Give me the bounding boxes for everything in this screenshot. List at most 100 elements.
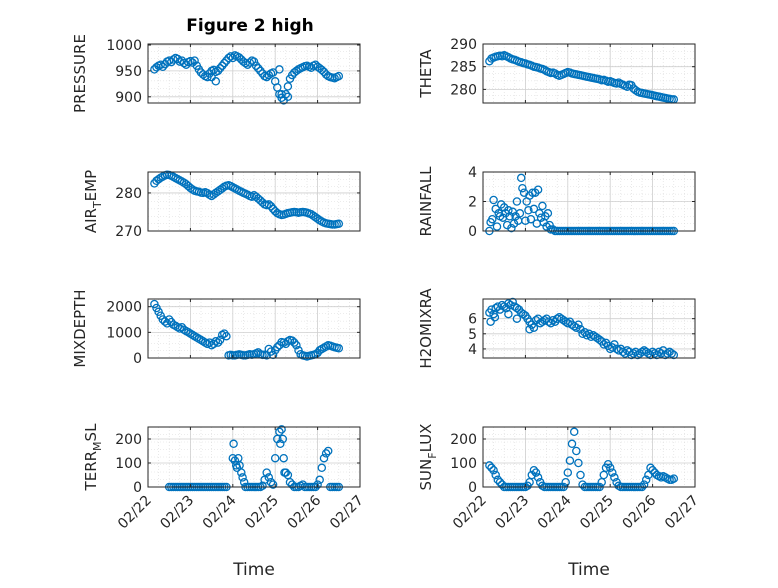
- data-point: [203, 189, 212, 198]
- y-tick-label: 0: [133, 351, 142, 367]
- subplot-5: 0 1000 2000 MIXDEPTH: [71, 289, 361, 368]
- data-point: [154, 174, 163, 184]
- axes-box: [147, 171, 361, 232]
- y-tick-label: 285: [450, 60, 477, 76]
- data-point: [287, 336, 297, 345]
- data-point: [487, 463, 496, 473]
- data-point: [217, 61, 227, 70]
- y-tick-label: 280: [115, 186, 142, 202]
- data-point: [490, 312, 500, 322]
- x-axis-label: Time: [232, 560, 275, 580]
- data-point: [493, 475, 503, 485]
- data-point: [519, 309, 528, 319]
- data-point: [567, 439, 577, 449]
- data-point: [217, 330, 227, 340]
- data-point: [610, 473, 619, 482]
- data-point: [563, 468, 573, 477]
- data-point: [323, 446, 333, 456]
- data-point: [610, 340, 619, 349]
- data-point: [574, 320, 583, 329]
- data-point: [485, 461, 494, 470]
- data-point: [273, 342, 282, 352]
- data-point: [283, 92, 293, 102]
- data-point: [262, 468, 271, 477]
- subplot-7: 0 100 200 TERRMSL 02/22 02/23 02/24 02/25 02/26 0…: [82, 423, 367, 580]
- data-point: [190, 56, 199, 65]
- y-axis-label-subscript: F: [426, 452, 439, 458]
- data-point: [648, 465, 657, 475]
- data-point: [196, 335, 206, 345]
- data-point: [220, 329, 229, 338]
- data-point: [618, 347, 628, 357]
- data-point: [486, 317, 495, 326]
- y-tick-label: 100: [115, 456, 142, 472]
- data-point: [529, 465, 539, 475]
- data-point: [531, 468, 541, 477]
- y-axis-label-main: MIXDEPTH: [71, 289, 89, 367]
- data-point: [192, 333, 202, 342]
- data-point: [526, 214, 536, 224]
- data-point: [608, 468, 617, 477]
- y-axis-label: H2OMIXRA: [417, 288, 435, 369]
- x-tick-label: 02/25: [242, 493, 282, 533]
- data-point: [279, 453, 288, 463]
- subplot-6: 456 H2OMIXRA: [417, 288, 696, 369]
- y-tick-label: 280: [450, 82, 477, 98]
- data-point: [215, 64, 225, 73]
- data-point: [538, 201, 547, 211]
- data-point: [629, 349, 638, 358]
- y-tick-label: 2000: [106, 300, 142, 316]
- data-point: [550, 69, 560, 78]
- x-tick-label: 02/27: [327, 493, 367, 533]
- data-point: [525, 325, 534, 334]
- data-point: [276, 439, 285, 449]
- data-point: [667, 349, 676, 358]
- data-point: [512, 303, 522, 313]
- data-point: [644, 349, 653, 358]
- data-point: [518, 183, 527, 193]
- data-point: [578, 329, 587, 339]
- data-point: [321, 449, 331, 458]
- data-point: [536, 213, 546, 222]
- data-point: [504, 206, 513, 215]
- x-tick-label: 02/23: [157, 493, 197, 533]
- y-tick-label: 4: [468, 342, 477, 358]
- subplot-4: 0 2 4 RAINFALL: [417, 165, 696, 240]
- y-axis-label-tail: LUX: [417, 424, 435, 453]
- data-point: [186, 56, 195, 66]
- data-point: [275, 427, 284, 437]
- data-point: [650, 349, 659, 358]
- x-tick-label: 02/24: [200, 492, 240, 532]
- data-point: [158, 62, 168, 72]
- y-axis-label-tail: EMP: [82, 170, 100, 201]
- y-axis-label: MIXDEPTH: [71, 289, 89, 367]
- y-axis-label-main: AIR: [82, 208, 100, 233]
- y-axis-label: RAINFALL: [417, 166, 435, 237]
- data-point: [533, 473, 543, 482]
- data-point: [572, 446, 581, 456]
- data-point: [278, 434, 288, 444]
- data-point: [334, 344, 344, 353]
- data-point: [319, 453, 329, 463]
- y-tick-label: 2: [468, 195, 477, 211]
- data-point: [512, 314, 522, 323]
- data-point: [211, 77, 221, 86]
- data-point: [669, 474, 679, 483]
- data-point: [184, 328, 193, 337]
- data-point: [249, 57, 259, 66]
- data-point: [270, 453, 280, 463]
- y-axis-label-main: THETA: [417, 49, 435, 99]
- data-point: [226, 52, 235, 61]
- data-point: [203, 339, 212, 349]
- y-axis-label-main: SUN: [417, 459, 435, 491]
- data-point: [313, 214, 322, 224]
- data-point: [499, 203, 509, 212]
- data-point: [508, 297, 517, 307]
- x-tick-label: 02/24: [535, 492, 575, 532]
- data-point: [565, 456, 575, 465]
- axes-box: [482, 298, 696, 359]
- x-tick-label: 02/27: [662, 493, 702, 533]
- y-tick-label: 6: [468, 312, 477, 328]
